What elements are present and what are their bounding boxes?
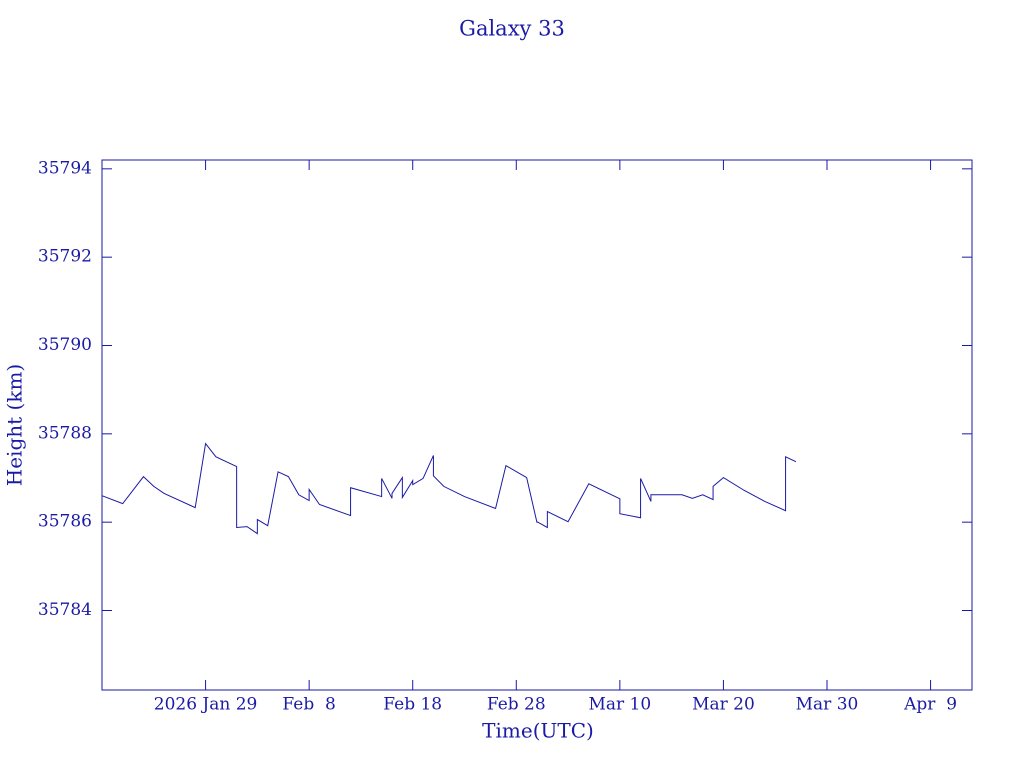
y-axis-label: Height (km) <box>3 364 27 486</box>
x-tick-label: Mar 10 <box>588 695 651 715</box>
plot-frame <box>101 159 973 691</box>
data-line <box>101 442 797 535</box>
x-tick-label: Mar 20 <box>692 695 755 715</box>
y-tick-label: 35786 <box>38 512 92 532</box>
x-tick-label: Feb 28 <box>487 695 546 715</box>
y-tick-label: 35792 <box>38 247 92 267</box>
y-tick-label: 35784 <box>38 600 92 620</box>
y-tick-label: 35794 <box>38 158 92 178</box>
y-tick-label: 35790 <box>38 335 92 355</box>
x-tick-label: 2026 Jan 29 <box>154 695 258 715</box>
x-tick-label: Mar 30 <box>796 695 859 715</box>
x-axis-label: Time(UTC) <box>482 719 594 743</box>
x-tick-label: Feb 18 <box>383 695 442 715</box>
y-tick-label: 35788 <box>38 423 92 443</box>
x-tick-label: Apr 9 <box>903 695 957 715</box>
chart-title: Galaxy 33 <box>459 17 565 41</box>
x-tick-label: Feb 8 <box>282 695 335 715</box>
